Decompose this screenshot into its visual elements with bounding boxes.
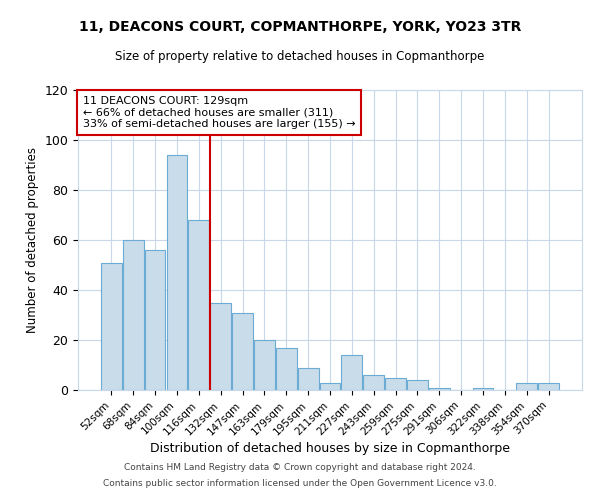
Bar xyxy=(517,382,537,390)
Bar xyxy=(473,388,493,390)
Bar xyxy=(145,250,166,390)
Text: Size of property relative to detached houses in Copmanthorpe: Size of property relative to detached ho… xyxy=(115,50,485,63)
Bar xyxy=(123,240,143,390)
Bar xyxy=(210,302,231,390)
Y-axis label: Number of detached properties: Number of detached properties xyxy=(26,147,39,333)
Bar xyxy=(188,220,209,390)
Bar xyxy=(341,355,362,390)
Bar xyxy=(101,262,122,390)
Bar xyxy=(232,312,253,390)
Bar xyxy=(407,380,428,390)
X-axis label: Distribution of detached houses by size in Copmanthorpe: Distribution of detached houses by size … xyxy=(150,442,510,455)
Bar xyxy=(429,388,450,390)
Bar xyxy=(298,368,319,390)
Text: Contains HM Land Registry data © Crown copyright and database right 2024.: Contains HM Land Registry data © Crown c… xyxy=(124,464,476,472)
Bar xyxy=(385,378,406,390)
Text: 11 DEACONS COURT: 129sqm
← 66% of detached houses are smaller (311)
33% of semi-: 11 DEACONS COURT: 129sqm ← 66% of detach… xyxy=(83,96,356,129)
Bar xyxy=(276,348,296,390)
Text: 11, DEACONS COURT, COPMANTHORPE, YORK, YO23 3TR: 11, DEACONS COURT, COPMANTHORPE, YORK, Y… xyxy=(79,20,521,34)
Bar xyxy=(364,375,384,390)
Bar xyxy=(254,340,275,390)
Bar xyxy=(538,382,559,390)
Bar xyxy=(320,382,340,390)
Bar xyxy=(167,155,187,390)
Text: Contains public sector information licensed under the Open Government Licence v3: Contains public sector information licen… xyxy=(103,478,497,488)
